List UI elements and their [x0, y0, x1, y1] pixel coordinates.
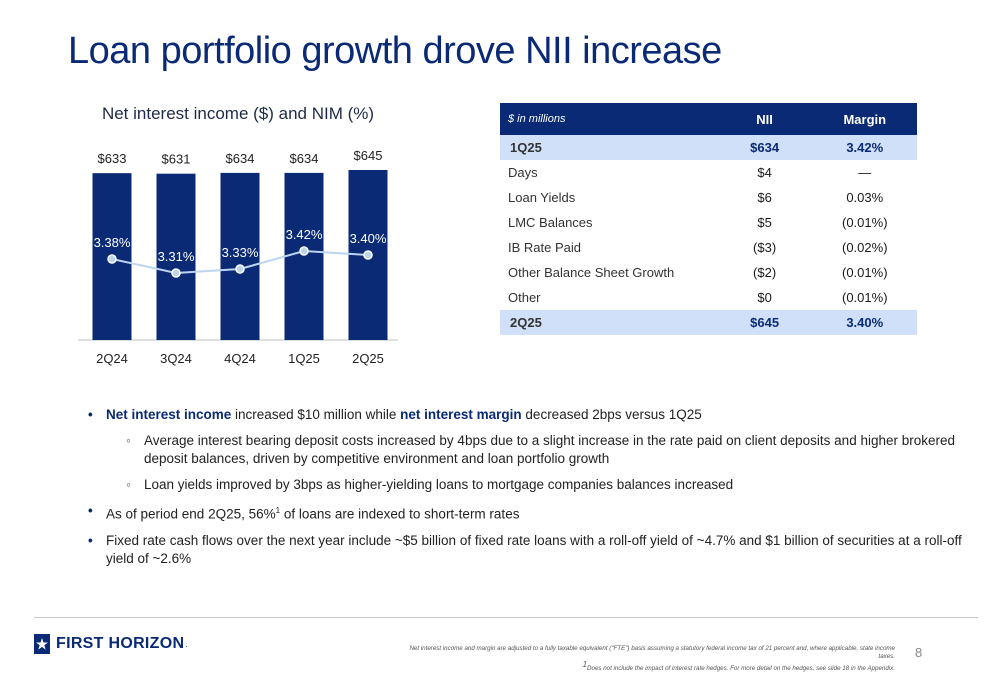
- row-margin: 3.42%: [812, 135, 917, 160]
- table-row: Other Balance Sheet Growth ($2) (0.01%): [500, 260, 917, 285]
- table-row: IB Rate Paid ($3) (0.02%): [500, 235, 917, 260]
- chart-title: Net interest income ($) and NIM (%): [101, 104, 375, 123]
- bullet-list: Net interest income increased $10 millio…: [88, 406, 968, 576]
- row-margin: —: [858, 165, 872, 180]
- bar-value-label: $631: [162, 152, 191, 167]
- footnotes: Net interest income and margin are adjus…: [395, 645, 895, 673]
- bar-value-label: $645: [354, 148, 383, 163]
- row-label: Other Balance Sheet Growth: [508, 265, 675, 280]
- sub-bullet-loan-yields: Loan yields improved by 3bps as higher-y…: [88, 476, 968, 494]
- row-nii: ($2): [753, 265, 777, 280]
- nim-point: [299, 246, 309, 256]
- x-tick-label: 4Q24: [224, 351, 256, 366]
- table-header-nii: NII: [716, 103, 813, 135]
- nim-value-label: 3.40%: [350, 231, 387, 246]
- row-margin: (0.01%): [842, 215, 888, 230]
- row-nii: $6: [757, 190, 772, 205]
- table-header-units: $ in millions: [500, 103, 717, 135]
- footer-divider: [34, 617, 978, 618]
- table-header-margin: Margin: [812, 103, 917, 135]
- nii-bridge-table: $ in millions NII Margin 1Q25 $634 3.42% Da…: [500, 103, 917, 335]
- bullet-short-term-rates: As of period end 2Q25, 56%1 of loans are…: [88, 502, 968, 524]
- first-horizon-flag-icon: [34, 634, 50, 654]
- row-label: Other: [508, 290, 541, 305]
- bar-nii: [220, 172, 260, 340]
- row-margin: (0.01%): [842, 265, 888, 280]
- nim-value-label: 3.31%: [158, 249, 195, 264]
- nim-value-label: 3.33%: [222, 245, 259, 260]
- table-row: Other $0 (0.01%): [500, 285, 917, 310]
- row-margin: 3.40%: [812, 310, 917, 335]
- row-margin: (0.02%): [842, 240, 888, 255]
- bullet-fixed-rate-cash-flows: Fixed rate cash flows over the next year…: [88, 532, 968, 568]
- footnote-hedges: 1Does not include the impact of interest…: [582, 660, 895, 673]
- bar-value-label: $634: [290, 151, 319, 166]
- row-nii: ($3): [753, 240, 777, 255]
- table-row: Days $4 —: [500, 160, 917, 185]
- row-nii: $5: [757, 215, 772, 230]
- row-label: Loan Yields: [508, 190, 576, 205]
- row-margin: (0.01%): [842, 290, 888, 305]
- row-nii: $645: [716, 310, 813, 335]
- table-row: 2Q25 $645 3.40%: [500, 310, 917, 335]
- nim-point: [363, 250, 373, 260]
- row-nii: $634: [716, 135, 813, 160]
- row-label: 1Q25: [500, 135, 717, 160]
- table-header-row: $ in millions NII Margin: [500, 103, 917, 135]
- row-margin: 0.03%: [846, 190, 884, 205]
- slide-title: Loan portfolio growth drove NII increase: [68, 30, 722, 72]
- bullet-nii: Net interest income increased $10 millio…: [88, 406, 968, 424]
- nii-nim-chart: $633 2Q24 $631 3Q24 $634 4Q24 $634 1Q25 $645 2Q25…: [78, 148, 398, 366]
- row-nii: $0: [757, 290, 772, 305]
- nim-point: [107, 254, 117, 264]
- bar-nii: [284, 172, 324, 340]
- nim-value-label: 3.42%: [286, 227, 323, 242]
- bar-nii: [156, 173, 196, 340]
- row-label: Days: [508, 165, 538, 180]
- bar-value-label: $634: [226, 151, 255, 166]
- row-label: LMC Balances: [508, 215, 593, 230]
- nim-point: [171, 268, 181, 278]
- x-tick-label: 2Q24: [96, 351, 128, 366]
- x-tick-label: 2Q25: [352, 351, 384, 366]
- row-label: 2Q25: [500, 310, 717, 335]
- table-row: LMC Balances $5 (0.01%): [500, 210, 917, 235]
- x-tick-label: 1Q25: [288, 351, 320, 366]
- x-tick-label: 3Q24: [160, 351, 192, 366]
- first-horizon-logo: FIRST HORIZON.: [34, 634, 188, 654]
- page-number: 8: [915, 645, 923, 660]
- nim-point: [235, 264, 245, 274]
- bar-value-label: $633: [98, 151, 127, 166]
- logo-text: FIRST HORIZON: [56, 635, 185, 652]
- row-label: IB Rate Paid: [508, 240, 581, 255]
- sub-bullet-deposit-costs: Average interest bearing deposit costs i…: [88, 432, 968, 468]
- footnote-fte: Net interest income and margin are adjus…: [409, 645, 895, 660]
- table-row: 1Q25 $634 3.42%: [500, 135, 917, 160]
- nim-value-label: 3.38%: [94, 235, 131, 250]
- table-row: Loan Yields $6 0.03%: [500, 185, 917, 210]
- row-nii: $4: [757, 165, 772, 180]
